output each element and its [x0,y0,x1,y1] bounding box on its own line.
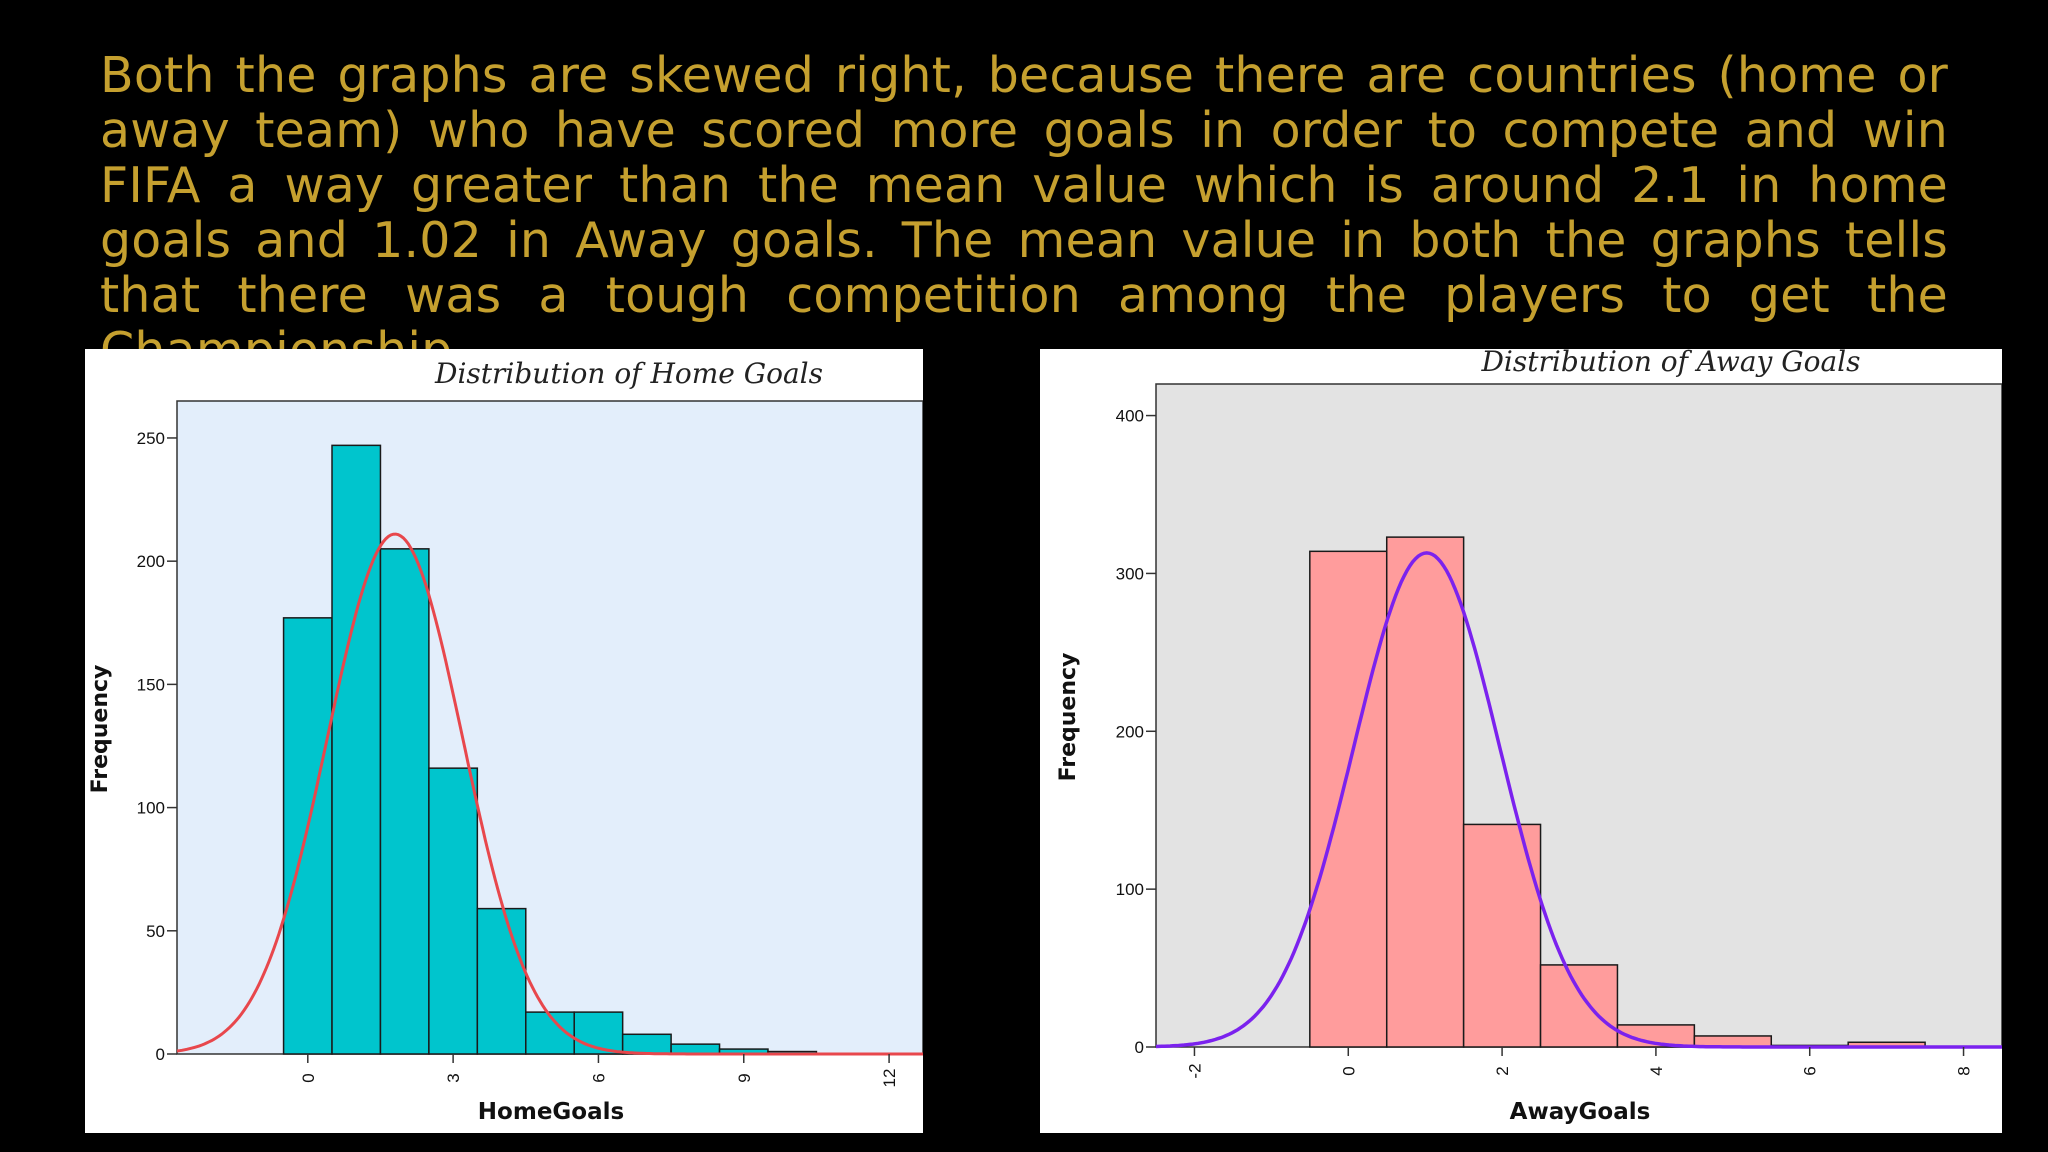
away-x-tick-label-1: 0 [1339,1066,1358,1075]
home-goals-chart-panel: Distribution of Home Goals 0 50 100 150 200 2… [85,349,923,1133]
home-bar-3 [428,767,479,1055]
home-x-tick-label-4: 12 [880,1069,899,1088]
home-y-tick-label-5: 250 [137,429,165,448]
home-bar-4 [476,907,527,1055]
away-y-tick-label-1: 100 [1116,880,1144,899]
away-x-tick-label-3: 4 [1647,1066,1666,1075]
away-y-tick-label-0: 0 [1135,1038,1144,1057]
away-normal-curve [1155,551,2002,1049]
away-bar-0 [1309,550,1388,1048]
home-goals-chart: Distribution of Home Goals 0 50 100 150 200 2… [88,357,923,1125]
home-y-tick-label-4: 200 [137,552,165,571]
away-chart-title: Distribution of Away Goals [1480,349,1860,378]
home-bar-0 [282,617,333,1055]
away-goals-chart-panel: Distribution of Away Goals 0 100 200 300 400… [1040,349,2002,1133]
home-axes-group: 0 50 100 150 200 250 0 3 6 9 12 [137,429,899,1087]
away-plot-area [1155,383,2002,1048]
away-bar-3 [1539,964,1619,1048]
away-x-tick-label-2: 2 [1493,1066,1512,1075]
home-chart-title: Distribution of Home Goals [434,357,823,390]
away-y-tick-label-3: 300 [1116,564,1144,583]
home-x-tick-label-0: 0 [299,1073,318,1082]
away-x-tick-label-0: -2 [1185,1063,1204,1078]
away-y-tick-label-4: 400 [1116,407,1144,426]
away-goals-chart: Distribution of Away Goals 0100200300400… [1056,349,2002,1125]
home-bar-7 [621,1033,672,1055]
description-paragraph: Both the graphs are skewed right, becaus… [100,47,1948,378]
away-x-axis-label: AwayGoals [1510,1099,1651,1125]
away-bar-1 [1385,536,1465,1048]
away-y-axis-label: Frequency [1056,653,1081,782]
home-x-tick-label-1: 3 [444,1073,463,1082]
home-y-tick-label-0: 0 [156,1045,165,1064]
home-bar-6 [573,1011,624,1055]
away-y-tick-label-2: 200 [1116,722,1144,741]
home-y-axis-label: Frequency [88,665,113,794]
home-y-tick-label-1: 50 [146,922,165,941]
away-x-tick-label-5: 8 [1955,1066,1974,1075]
home-bar-1 [331,444,382,1055]
home-normal-curve [176,532,923,1056]
home-x-tick-label-2: 6 [589,1073,608,1082]
home-x-tick-label-3: 9 [735,1073,754,1082]
away-axes-group: 0 100 200 300 400 -2 0 2 4 6 8 [1116,407,1974,1079]
home-y-tick-label-3: 150 [137,675,165,694]
home-y-tick-label-2: 100 [137,799,165,818]
away-x-tick-label-4: 6 [1801,1066,1820,1075]
home-x-axis-label: HomeGoals [478,1099,624,1125]
home-bars-group [282,444,818,1055]
home-bar-2 [379,548,430,1055]
